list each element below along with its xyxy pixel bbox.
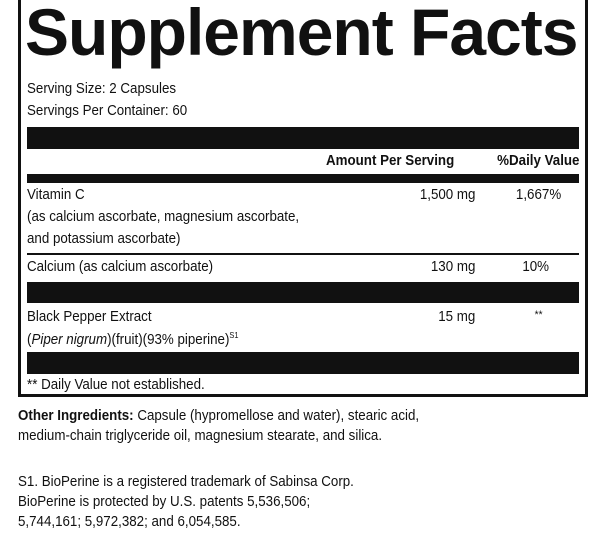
- nutrient-name: Calcium (as calcium ascorbate): [27, 259, 214, 275]
- panel-title: Supplement Facts: [25, 0, 578, 69]
- nutrient-amount: 130 mg: [430, 259, 475, 275]
- other-ingredients-text: medium-chain triglyceride oil, magnesium…: [18, 428, 383, 444]
- nutrient-dv: **: [535, 309, 543, 321]
- nutrient-dv: 10%: [522, 259, 549, 275]
- footnote: ** Daily Value not established.: [27, 377, 205, 393]
- nutrient-dv: 1,667%: [515, 187, 561, 203]
- divider-line: [27, 253, 579, 255]
- header-amount: Amount Per Serving: [326, 153, 455, 169]
- detail-rest: )(fruit)(93% piperine): [107, 331, 230, 348]
- nutrient-name: Black Pepper Extract: [27, 309, 152, 325]
- divider-bar: [27, 282, 579, 303]
- nutrient-detail: (as calcium ascorbate, magnesium ascorba…: [27, 209, 300, 225]
- serving-size: Serving Size: 2 Capsules: [27, 81, 177, 97]
- supplement-facts-panel: Supplement Facts Serving Size: 2 Capsule…: [18, 0, 588, 397]
- trademark-note: S1. BioPerine is a registered trademark …: [18, 474, 354, 490]
- divider-bar: [27, 127, 579, 149]
- other-ingredients-text: Capsule (hypromellose and water), steari…: [133, 408, 420, 424]
- nutrient-detail: and potassium ascorbate): [27, 231, 181, 247]
- header-daily-value: %Daily Value: [496, 153, 579, 169]
- divider-bar: [27, 352, 579, 374]
- divider-bar: [27, 174, 579, 183]
- latin-name: Piper nigrum: [31, 331, 108, 348]
- trademark-note: 5,744,161; 5,972,382; and 6,054,585.: [18, 514, 241, 530]
- nutrient-detail: (Piper nigrum)(fruit)(93% piperine)S1: [27, 331, 239, 348]
- nutrient-name: Vitamin C: [27, 187, 85, 203]
- nutrient-amount: 1,500 mg: [419, 187, 475, 203]
- trademark-note: BioPerine is protected by U.S. patents 5…: [18, 494, 311, 510]
- other-ingredients-label: Other Ingredients:: [18, 408, 134, 424]
- nutrient-amount: 15 mg: [437, 309, 475, 325]
- footnote-ref: S1: [229, 331, 239, 340]
- servings-per-container: Servings Per Container: 60: [27, 103, 188, 119]
- other-ingredients: Other Ingredients: Capsule (hypromellose…: [18, 406, 419, 426]
